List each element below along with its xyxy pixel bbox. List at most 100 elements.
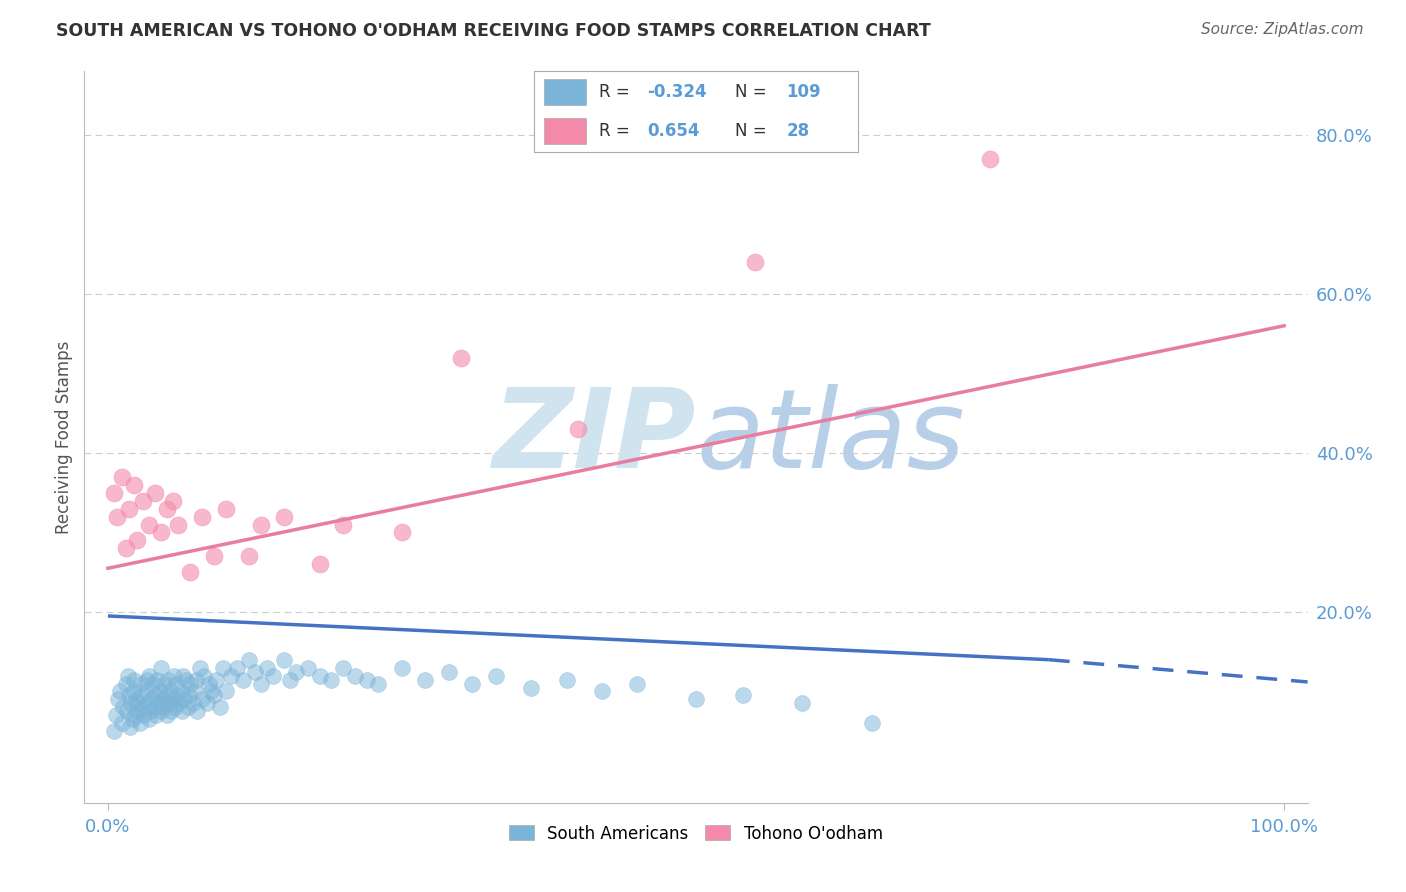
Point <box>143 689 166 703</box>
Point <box>118 689 141 703</box>
Point <box>308 558 330 572</box>
Point <box>391 660 413 674</box>
Point <box>149 684 172 698</box>
Point <box>184 684 207 698</box>
Point <box>415 673 437 687</box>
Point <box>170 684 193 698</box>
Point <box>979 152 1001 166</box>
Point <box>162 493 184 508</box>
Point <box>127 705 149 719</box>
Point <box>150 692 173 706</box>
Text: R =: R = <box>599 83 636 101</box>
Point <box>332 660 354 674</box>
Point <box>167 697 190 711</box>
Point <box>118 501 141 516</box>
Point <box>138 517 160 532</box>
Point <box>138 668 160 682</box>
Point <box>308 668 330 682</box>
Point <box>177 700 200 714</box>
Bar <box>544 118 586 144</box>
Point <box>212 660 235 674</box>
Point <box>125 692 148 706</box>
Point <box>149 660 172 674</box>
Point <box>156 501 179 516</box>
Point <box>132 700 155 714</box>
Point <box>111 470 134 484</box>
Point <box>356 673 378 687</box>
Point <box>285 665 308 679</box>
Point <box>127 697 149 711</box>
Point <box>567 422 589 436</box>
Point <box>122 684 145 698</box>
Text: N =: N = <box>735 83 772 101</box>
Point <box>139 705 162 719</box>
Point <box>159 684 181 698</box>
Point <box>208 700 231 714</box>
Point <box>155 689 177 703</box>
Point <box>166 689 188 703</box>
Point <box>202 549 225 564</box>
Point <box>142 700 165 714</box>
Point <box>214 684 236 698</box>
Text: Source: ZipAtlas.com: Source: ZipAtlas.com <box>1201 22 1364 37</box>
Text: N =: N = <box>735 122 772 140</box>
Point <box>103 724 125 739</box>
Point <box>184 673 207 687</box>
Y-axis label: Receiving Food Stamps: Receiving Food Stamps <box>55 341 73 533</box>
Point <box>278 673 301 687</box>
Point <box>134 708 156 723</box>
Point <box>437 665 460 679</box>
Point <box>111 716 134 731</box>
Point <box>238 653 260 667</box>
Point <box>193 668 215 682</box>
Point <box>107 692 129 706</box>
Point <box>174 673 197 687</box>
Point <box>135 673 157 687</box>
Point <box>790 697 813 711</box>
Point <box>181 697 204 711</box>
Point <box>321 673 343 687</box>
Point <box>685 692 707 706</box>
Point <box>591 684 613 698</box>
Point <box>273 653 295 667</box>
Point <box>167 517 190 532</box>
Point <box>520 681 543 695</box>
Point <box>198 676 221 690</box>
Point <box>191 692 214 706</box>
Point <box>163 700 186 714</box>
Point <box>744 255 766 269</box>
Point <box>115 705 138 719</box>
Point <box>138 712 160 726</box>
Point <box>105 708 128 723</box>
Point <box>297 660 319 674</box>
Point <box>157 697 180 711</box>
Point <box>122 477 145 491</box>
Point <box>226 660 249 674</box>
Text: ZIP: ZIP <box>492 384 696 491</box>
Point <box>143 485 166 500</box>
Point <box>127 533 149 548</box>
Point <box>191 509 214 524</box>
Point <box>105 509 128 524</box>
Point <box>450 351 472 365</box>
Point <box>172 668 194 682</box>
Text: 0.654: 0.654 <box>647 122 700 140</box>
Text: 28: 28 <box>786 122 810 140</box>
Point <box>145 708 167 723</box>
Text: SOUTH AMERICAN VS TOHONO O'ODHAM RECEIVING FOOD STAMPS CORRELATION CHART: SOUTH AMERICAN VS TOHONO O'ODHAM RECEIVI… <box>56 22 931 40</box>
Point <box>332 517 354 532</box>
Point <box>152 700 174 714</box>
Text: -0.324: -0.324 <box>647 83 707 101</box>
Point <box>149 525 172 540</box>
Point <box>162 692 184 706</box>
Point <box>177 689 200 703</box>
Text: 109: 109 <box>786 83 821 101</box>
Point <box>232 673 254 687</box>
Point <box>343 668 366 682</box>
Point <box>262 668 284 682</box>
Point <box>179 676 201 690</box>
Point <box>131 689 153 703</box>
Point <box>129 676 152 690</box>
Point <box>108 684 131 698</box>
Point <box>120 720 142 734</box>
